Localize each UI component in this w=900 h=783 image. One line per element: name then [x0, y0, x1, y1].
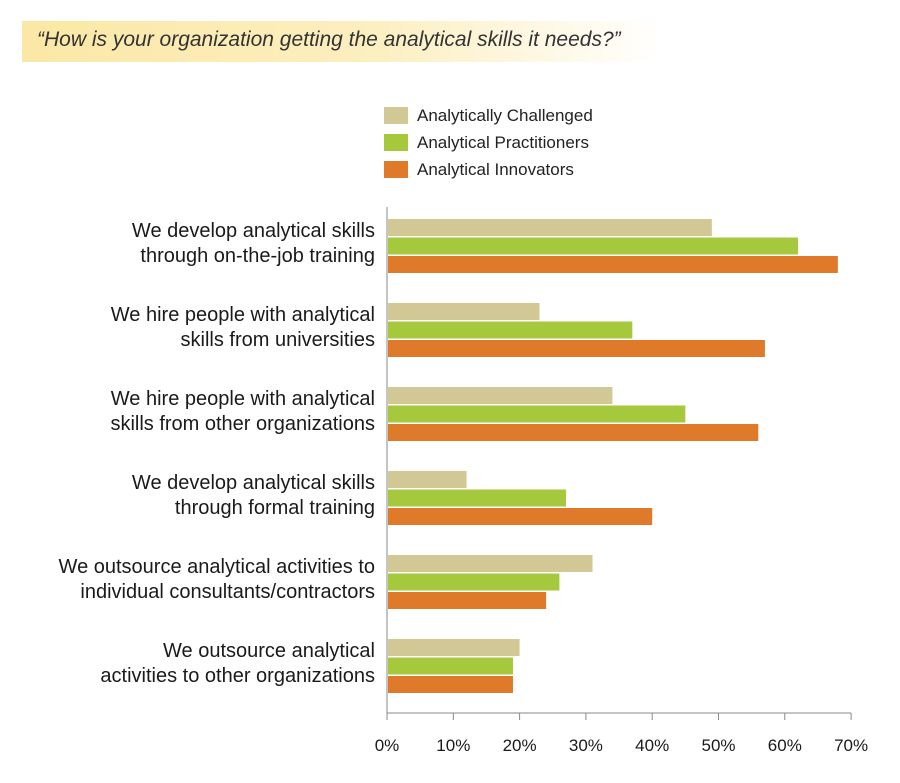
bar-analytically-challenged [388, 303, 540, 320]
category-label-line: We outsource analytical [163, 640, 375, 662]
title-banner [22, 21, 662, 62]
category-label-line: individual consultants/contractors [80, 581, 375, 603]
bar-analytical-innovators [388, 508, 653, 525]
legend-item-challenged: Analytically Challenged [384, 102, 593, 129]
category-label-line: We hire people with analytical [110, 388, 375, 410]
bar-analytical-practitioners [388, 237, 799, 255]
category-label-consultants: We outsource analytical activities to in… [5, 555, 375, 605]
legend-swatch-innovators [384, 161, 408, 178]
category-label-line: We develop analytical skills [131, 472, 375, 494]
category-label-line: We outsource analytical activities to [58, 556, 375, 578]
chart-title: “How is your organization getting the an… [37, 28, 621, 51]
legend-swatch-practitioners [384, 134, 408, 151]
bar-analytical-practitioners [388, 573, 560, 591]
bar-analytical-innovators [388, 592, 547, 609]
legend-item-practitioners: Analytical Practitioners [384, 129, 593, 156]
x-tick-label: 30% [569, 736, 603, 755]
category-label-other-orgs: We hire people with analytical skills fr… [5, 387, 375, 437]
bar-analytically-challenged [388, 555, 593, 572]
x-tick-label: 70% [834, 736, 868, 755]
bar-analytical-innovators [388, 256, 838, 273]
bar-analytical-innovators [388, 676, 513, 693]
chart-legend: Analytically Challenged Analytical Pract… [384, 102, 593, 183]
bar-analytical-practitioners [388, 405, 686, 423]
category-label-line: skills from universities [180, 329, 375, 351]
category-label-universities: We hire people with analytical skills fr… [5, 303, 375, 353]
category-label-line: skills from other organizations [110, 413, 375, 435]
x-tick-label: 40% [635, 736, 669, 755]
bar-analytical-practitioners [388, 657, 513, 675]
bar-analytical-practitioners [388, 321, 633, 339]
bar-analytical-innovators [388, 340, 765, 357]
x-tick-label: 60% [768, 736, 802, 755]
bar-analytical-practitioners [388, 489, 567, 507]
bar-analytical-innovators [388, 424, 759, 441]
category-label-line: through on-the-job training [140, 245, 375, 267]
category-label-line: We hire people with analytical [110, 304, 375, 326]
category-label-formal-training: We develop analytical skills through for… [5, 471, 375, 521]
x-tick-label: 0% [375, 736, 400, 755]
x-tick-label: 50% [701, 736, 735, 755]
legend-item-innovators: Analytical Innovators [384, 156, 593, 183]
legend-label-practitioners: Analytical Practitioners [417, 132, 589, 152]
legend-label-innovators: Analytical Innovators [417, 159, 574, 179]
x-tick-label: 10% [436, 736, 470, 755]
category-label-line: through formal training [174, 497, 375, 519]
x-tick-label: 20% [503, 736, 537, 755]
category-label-line: We develop analytical skills [131, 220, 375, 242]
legend-swatch-challenged [384, 107, 408, 124]
category-label-on-the-job: We develop analytical skills through on-… [5, 219, 375, 269]
bar-analytically-challenged [388, 387, 613, 404]
bar-analytically-challenged [388, 639, 520, 656]
category-label-line: activities to other organizations [100, 665, 375, 687]
bar-analytically-challenged [388, 471, 467, 488]
category-label-outsource-orgs: We outsource analytical activities to ot… [5, 639, 375, 689]
legend-label-challenged: Analytically Challenged [417, 105, 593, 125]
bar-analytically-challenged [388, 219, 712, 236]
